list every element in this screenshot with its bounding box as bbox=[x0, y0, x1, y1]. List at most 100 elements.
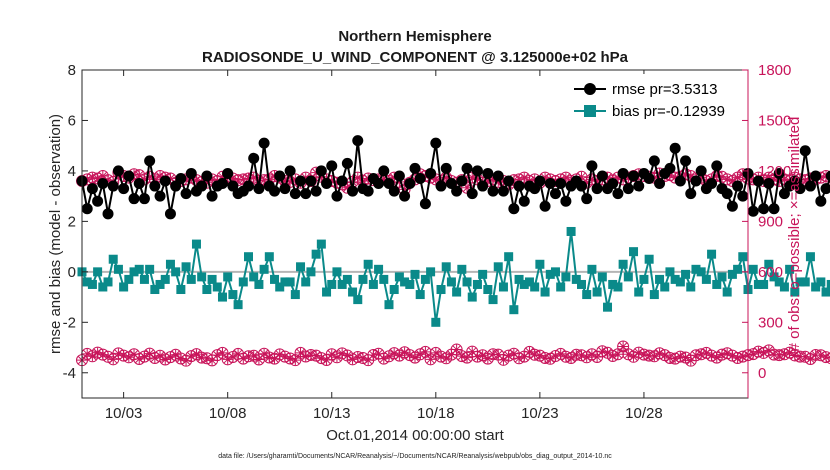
rmse-point bbox=[300, 188, 312, 200]
bias-point bbox=[660, 282, 670, 292]
bias-point bbox=[691, 264, 701, 274]
lower-obs-count-assimilated-marker bbox=[87, 351, 98, 362]
legend: rmse pr=3.5313 bias pr=-0.12939 bbox=[566, 74, 742, 122]
upper-obs-count-assimilated-marker bbox=[732, 172, 743, 183]
rmse-point bbox=[347, 185, 359, 197]
bias-point bbox=[478, 269, 488, 279]
lower-obs-count-assimilated-marker bbox=[581, 352, 592, 363]
bias-point bbox=[212, 282, 222, 292]
rmse-point bbox=[539, 200, 551, 212]
upper-obs-count-assimilated-marker bbox=[560, 172, 571, 183]
rmse-point bbox=[81, 203, 93, 215]
bias-point bbox=[176, 285, 186, 295]
lower-obs-count-assimilated-marker bbox=[508, 348, 519, 359]
lower-obs-count-assimilated-marker bbox=[430, 347, 441, 358]
rmse-point bbox=[466, 188, 478, 200]
y2-tick-label: 1500 bbox=[758, 112, 791, 129]
bias-point bbox=[410, 269, 420, 279]
bias-point bbox=[165, 259, 175, 269]
bias-point bbox=[431, 317, 441, 327]
lower-obs-count-assimilated-marker bbox=[248, 350, 259, 361]
rmse-point bbox=[591, 183, 603, 195]
bias-point bbox=[405, 279, 415, 289]
bias-point bbox=[655, 274, 665, 284]
rmse-point bbox=[737, 190, 749, 202]
bias-point bbox=[649, 290, 659, 300]
y2-tick-label: 0 bbox=[758, 365, 766, 382]
bias-point bbox=[113, 264, 123, 274]
bias-point bbox=[493, 262, 503, 272]
rmse-point bbox=[492, 170, 504, 182]
rmse-point bbox=[487, 185, 499, 197]
y-tick-label: -4 bbox=[63, 365, 76, 382]
rmse-point bbox=[732, 180, 744, 192]
lower-obs-count-assimilated-marker bbox=[805, 353, 816, 364]
bias-point bbox=[457, 264, 467, 274]
series-layer bbox=[76, 135, 830, 367]
rmse-point bbox=[128, 193, 140, 205]
rmse-point bbox=[138, 193, 150, 205]
bias-point bbox=[254, 279, 264, 289]
bias-point bbox=[472, 279, 482, 289]
rmse-point bbox=[97, 178, 109, 190]
rmse-point bbox=[695, 165, 707, 177]
rmse-point bbox=[513, 180, 525, 192]
bias-point bbox=[384, 300, 394, 310]
bias-point bbox=[717, 272, 727, 282]
rmse-point bbox=[820, 183, 830, 195]
lower-obs-count-assimilated-marker bbox=[685, 355, 696, 366]
bias-point bbox=[795, 277, 805, 287]
lower-obs-count-assimilated-marker bbox=[129, 349, 140, 360]
bias-point bbox=[577, 279, 586, 289]
lower-obs-count-assimilated-marker bbox=[425, 354, 436, 365]
lower-obs-count-assimilated-marker bbox=[462, 352, 473, 363]
rmse-point bbox=[690, 175, 702, 187]
bias-point bbox=[358, 274, 368, 284]
rmse-point bbox=[576, 180, 587, 192]
bias-point bbox=[311, 249, 321, 259]
rmse-point bbox=[758, 203, 770, 215]
lower-obs-count-assimilated-marker bbox=[410, 352, 420, 363]
rmse-point bbox=[503, 175, 515, 187]
bias-point bbox=[816, 277, 826, 287]
bias-point bbox=[420, 274, 430, 284]
rmse-point bbox=[674, 175, 686, 187]
bias-point bbox=[181, 262, 191, 272]
lower-obs-count-assimilated-marker bbox=[711, 352, 722, 363]
bias-point bbox=[764, 259, 774, 269]
bias-point bbox=[353, 295, 363, 305]
rmse-point bbox=[133, 178, 145, 190]
bias-point bbox=[545, 269, 555, 279]
bias-point bbox=[368, 279, 378, 289]
upper-obs-count-assimilated-marker bbox=[441, 172, 452, 183]
bias-point bbox=[238, 277, 248, 287]
rmse-point bbox=[497, 185, 509, 197]
x-tick-label: 10/13 bbox=[313, 405, 351, 422]
rmse-point bbox=[248, 152, 260, 164]
upper-obs-count-assimilated-marker bbox=[696, 172, 707, 183]
lower-obs-count-assimilated-marker bbox=[618, 341, 629, 352]
upper-obs-count-assimilated-marker bbox=[201, 177, 212, 188]
bias-point bbox=[394, 272, 404, 282]
upper-obs-count-possible-marker bbox=[825, 175, 830, 187]
rmse-point bbox=[518, 195, 530, 207]
bias-point bbox=[707, 249, 717, 259]
bias-point bbox=[103, 277, 113, 287]
bias-point bbox=[727, 269, 737, 279]
bias-point bbox=[296, 262, 306, 272]
lower-obs-count-assimilated-marker bbox=[451, 344, 462, 355]
bias-point bbox=[426, 267, 436, 277]
lower-obs-count-assimilated-marker bbox=[207, 355, 218, 366]
bias-point bbox=[98, 282, 108, 292]
bias-point bbox=[686, 282, 696, 292]
legend-label-bias: bias pr=-0.12939 bbox=[612, 103, 725, 120]
rmse-point bbox=[654, 178, 666, 190]
rmse-point bbox=[680, 155, 692, 167]
bias-point bbox=[738, 252, 748, 262]
bias-point bbox=[509, 305, 519, 315]
rmse-point bbox=[222, 167, 234, 179]
lower-obs-count-assimilated-marker bbox=[321, 354, 332, 365]
rmse-point bbox=[321, 178, 333, 190]
rmse-point bbox=[362, 185, 374, 197]
